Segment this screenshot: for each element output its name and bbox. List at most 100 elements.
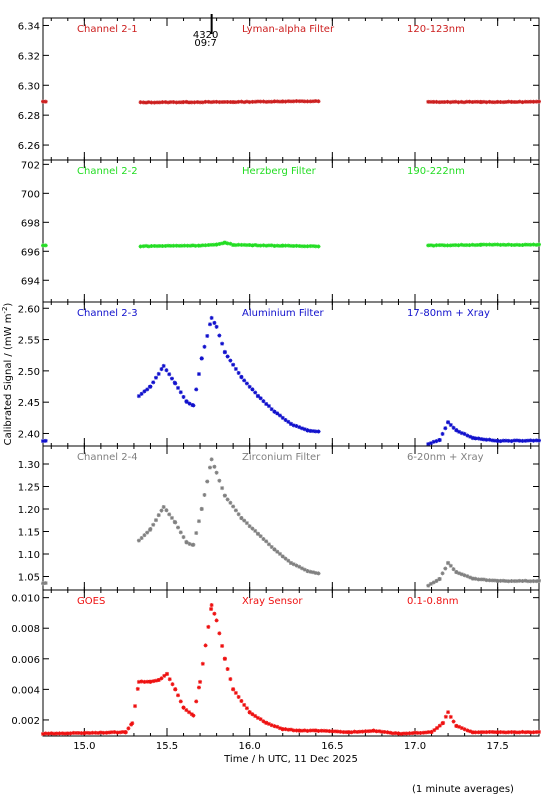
data-point bbox=[139, 391, 144, 396]
data-point bbox=[148, 679, 153, 684]
data-point bbox=[313, 570, 318, 575]
data-point bbox=[501, 578, 506, 583]
y-tick-label: 0.002 bbox=[11, 716, 40, 727]
data-point bbox=[492, 730, 497, 735]
data-point bbox=[431, 99, 436, 104]
data-point bbox=[429, 729, 434, 734]
data-point bbox=[431, 439, 436, 444]
data-point bbox=[363, 729, 368, 734]
data-point bbox=[467, 99, 472, 104]
data-point bbox=[286, 727, 291, 732]
data-point bbox=[470, 730, 475, 735]
data-point bbox=[346, 730, 351, 735]
data-point bbox=[222, 656, 227, 661]
data-point bbox=[311, 429, 316, 434]
data-point bbox=[145, 679, 150, 684]
x-tick-label: 15.5 bbox=[156, 741, 178, 752]
panel-band-label: 120-123nm bbox=[407, 24, 465, 35]
data-point bbox=[169, 515, 174, 520]
data-point bbox=[196, 685, 201, 690]
data-point bbox=[214, 324, 219, 329]
data-point bbox=[534, 99, 539, 104]
x-tick-label: 16.0 bbox=[239, 741, 261, 752]
data-point bbox=[200, 100, 205, 105]
data-point bbox=[289, 243, 293, 248]
data-point bbox=[255, 394, 260, 399]
data-point bbox=[98, 730, 103, 735]
data-point bbox=[181, 394, 186, 399]
data-point bbox=[43, 731, 48, 736]
data-point bbox=[233, 690, 238, 695]
data-point bbox=[311, 728, 316, 733]
data-point bbox=[220, 241, 225, 246]
data-point bbox=[506, 438, 511, 443]
panel-2: 694 696 698 700 702 Channel 2-2 Herzberg Filte… bbox=[21, 159, 541, 303]
data-point bbox=[335, 729, 340, 734]
data-point bbox=[305, 428, 310, 433]
data-point bbox=[185, 243, 190, 248]
data-point bbox=[220, 486, 225, 491]
data-point bbox=[250, 526, 255, 531]
data-point bbox=[188, 243, 193, 248]
data-point bbox=[130, 721, 135, 726]
data-point bbox=[311, 244, 316, 249]
x-tick-label: 16.5 bbox=[321, 741, 343, 752]
data-point bbox=[236, 370, 241, 375]
data-point bbox=[52, 731, 57, 736]
data-point bbox=[171, 100, 176, 105]
data-point bbox=[468, 729, 473, 734]
data-point bbox=[141, 100, 146, 105]
data-point bbox=[512, 438, 517, 443]
data-point bbox=[503, 579, 508, 584]
data-point bbox=[272, 547, 277, 552]
data-point bbox=[462, 573, 467, 578]
data-point bbox=[498, 578, 503, 583]
data-point bbox=[531, 242, 536, 247]
data-point bbox=[490, 729, 495, 734]
data-point bbox=[145, 530, 150, 535]
data-point bbox=[149, 100, 154, 105]
y-tick-label: 1.20 bbox=[18, 505, 40, 516]
data-point bbox=[139, 679, 144, 684]
data-point bbox=[205, 479, 210, 484]
data-point bbox=[324, 728, 329, 733]
data-point bbox=[283, 727, 288, 732]
data-point bbox=[171, 243, 176, 248]
panel-filter-label: Zirconium Filter bbox=[242, 452, 321, 463]
panel-1: 6.26 6.28 6.30 6.32 6.34 Channel 2-1 Lyman-alp… bbox=[18, 17, 541, 161]
data-point bbox=[261, 399, 266, 404]
data-point bbox=[189, 100, 194, 105]
data-point bbox=[191, 713, 196, 718]
panel-filter-label: Lyman-alpha Filter bbox=[242, 24, 335, 35]
x-tick-label: 17.5 bbox=[487, 741, 509, 752]
data-point bbox=[294, 243, 299, 248]
data-point bbox=[196, 519, 201, 524]
panel-4: 1.05 1.10 1.15 1.20 1.25 1.30 Channel 2-4 Zirco… bbox=[18, 445, 541, 591]
data-point bbox=[428, 99, 433, 104]
data-point bbox=[435, 725, 440, 730]
data-point bbox=[520, 100, 525, 105]
data-point bbox=[484, 578, 489, 583]
data-point bbox=[327, 729, 332, 734]
data-point bbox=[135, 686, 140, 691]
data-point bbox=[231, 100, 236, 105]
data-point bbox=[250, 243, 255, 248]
data-point bbox=[280, 99, 285, 104]
data-point bbox=[434, 439, 439, 444]
data-point bbox=[280, 415, 285, 420]
data-point bbox=[517, 243, 522, 248]
data-point bbox=[487, 99, 492, 104]
data-point bbox=[410, 731, 415, 736]
data-point bbox=[479, 242, 484, 247]
data-point bbox=[498, 730, 503, 735]
data-point bbox=[266, 542, 271, 547]
data-point bbox=[503, 100, 508, 105]
data-point bbox=[302, 427, 307, 432]
data-point bbox=[308, 428, 313, 433]
data-point bbox=[43, 581, 48, 586]
data-point bbox=[481, 730, 486, 735]
data-point bbox=[431, 243, 436, 248]
data-point bbox=[107, 730, 112, 735]
data-point bbox=[440, 100, 445, 105]
data-point bbox=[495, 99, 500, 104]
